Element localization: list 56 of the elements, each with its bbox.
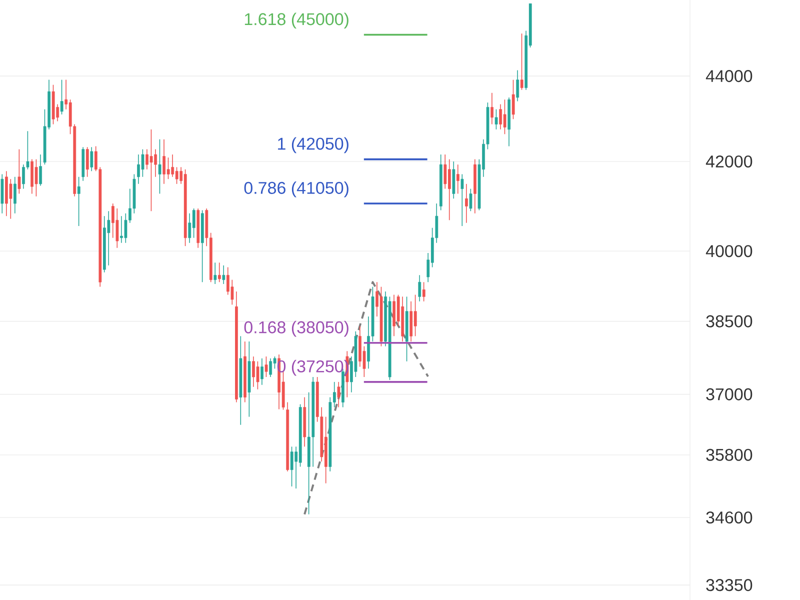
candlestick <box>512 79 515 120</box>
candlestick <box>222 264 226 284</box>
candlestick <box>214 262 217 284</box>
ref-line-label: 1.618 (45000) <box>244 12 348 29</box>
candlestick <box>516 70 520 102</box>
candlestick <box>18 148 21 194</box>
candlestick <box>77 176 80 226</box>
y-tick-label: 34600 <box>706 511 752 524</box>
candlestick <box>448 158 451 221</box>
ref-line-label: 0.786 (41050) <box>244 181 348 198</box>
candlestick <box>260 358 264 386</box>
candlestick <box>13 176 16 214</box>
candlestick <box>414 294 417 337</box>
candlestick <box>34 158 38 197</box>
candlestick <box>256 360 260 390</box>
candlestick <box>290 446 294 487</box>
candlestick <box>166 157 170 180</box>
ref-line-label: 1 (42050) <box>278 137 348 154</box>
candlestick <box>503 99 506 135</box>
y-tick-label: 33350 <box>706 579 752 592</box>
y-tick-label: 44000 <box>706 70 752 82</box>
candlestick <box>170 154 174 178</box>
candlestick <box>456 164 460 194</box>
y-tick-label: 40000 <box>706 245 752 258</box>
candlestick <box>90 146 94 172</box>
y-tick-label: 37000 <box>706 388 752 400</box>
candlestick <box>422 282 426 302</box>
candlestick <box>490 92 494 125</box>
candlestick <box>116 208 119 248</box>
candlestick <box>86 146 89 178</box>
candlestick <box>218 262 221 283</box>
candlestick <box>444 154 447 190</box>
candlestick <box>150 129 153 212</box>
candlestick <box>154 148 157 178</box>
candlestick <box>188 212 192 244</box>
candlestick <box>464 184 468 224</box>
candlestick <box>337 382 340 408</box>
candlestick <box>9 178 12 220</box>
candlestick <box>38 154 42 186</box>
candlestick <box>141 148 144 178</box>
candlestick <box>418 274 422 302</box>
candlestick <box>264 356 268 378</box>
candlestick <box>192 208 196 238</box>
ref-line-label: 0.168 (38050) <box>244 320 348 337</box>
candlestick <box>158 138 162 194</box>
candlestick <box>107 210 110 266</box>
candlestick <box>460 174 464 226</box>
candlestick <box>230 279 234 306</box>
y-tick-label: 35800 <box>706 448 752 461</box>
candlestick <box>520 33 524 90</box>
candlestick <box>469 188 472 212</box>
candlestick <box>60 79 64 115</box>
y-tick-label: 42000 <box>706 155 752 168</box>
candlestick <box>494 108 498 130</box>
candlestick <box>175 166 178 184</box>
y-tick-label: 38500 <box>706 315 752 328</box>
